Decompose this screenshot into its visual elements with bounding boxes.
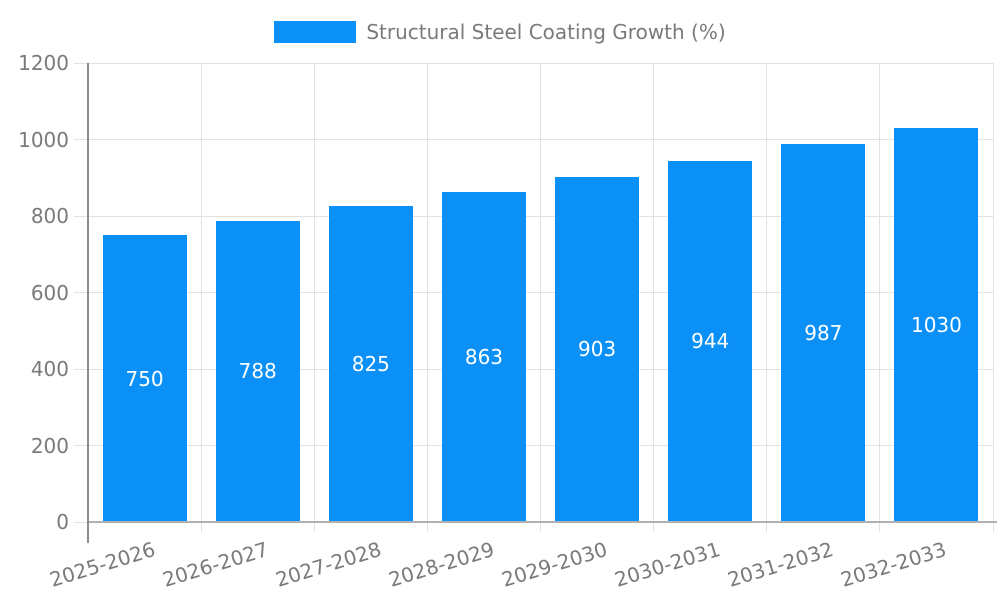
- y-axis-label: 1200: [18, 51, 69, 75]
- y-gridline: [74, 521, 88, 523]
- y-gridline: [74, 215, 993, 217]
- legend-label: Structural Steel Coating Growth (%): [366, 20, 726, 44]
- y-axis-label: 600: [30, 280, 69, 305]
- bar[interactable]: [555, 176, 640, 522]
- bar-value-label: 903: [577, 337, 617, 362]
- bar-value-label: 987: [804, 321, 843, 346]
- y-axis-label: 200: [30, 433, 69, 458]
- x-axis-label: 2028-2029: [385, 537, 497, 592]
- y-gridline: [74, 139, 993, 140]
- y-axis-label: 400: [30, 357, 69, 381]
- bar[interactable]: [102, 235, 187, 522]
- x-gridline: [766, 63, 768, 532]
- x-gridline: [200, 63, 202, 532]
- x-axis-label: 2029-2030: [498, 537, 611, 592]
- bar-value-label: 944: [691, 329, 730, 354]
- bar[interactable]: [894, 128, 979, 522]
- x-gridline: [426, 63, 428, 532]
- x-axis-line: [87, 521, 997, 523]
- bar[interactable]: [441, 191, 526, 522]
- bar[interactable]: [215, 220, 300, 522]
- y-axis-line: [87, 63, 89, 543]
- x-gridline: [992, 63, 994, 532]
- bar[interactable]: [328, 206, 413, 522]
- bar-value-label: 863: [464, 344, 504, 369]
- y-axis-label: 0: [56, 510, 69, 534]
- y-gridline: [74, 62, 993, 64]
- y-gridline: [74, 292, 993, 293]
- y-axis-label: 1000: [18, 127, 69, 152]
- x-gridline: [879, 63, 881, 532]
- x-axis-label: 2030-2031: [611, 537, 724, 592]
- x-gridline: [313, 63, 315, 532]
- x-axis-label: 2031-2032: [725, 537, 837, 592]
- x-gridline: [540, 63, 541, 532]
- x-axis-label: 2027-2028: [272, 537, 384, 592]
- x-axis-label: 2032-2033: [838, 537, 950, 592]
- bar-value-label: 750: [125, 366, 164, 391]
- x-axis-label: 2025-2026: [46, 537, 158, 592]
- legend[interactable]: Structural Steel Coating Growth (%): [0, 20, 1000, 44]
- bar[interactable]: [668, 160, 753, 522]
- x-axis-label: 2026-2027: [159, 537, 271, 592]
- y-axis-label: 800: [30, 204, 69, 228]
- y-gridline: [74, 445, 993, 446]
- x-gridline: [653, 63, 655, 532]
- bar[interactable]: [781, 144, 866, 522]
- bar-value-label: 788: [238, 359, 277, 384]
- legend-swatch: [274, 21, 357, 43]
- y-gridline: [74, 368, 993, 370]
- bar-value-label: 825: [351, 352, 390, 377]
- bar-value-label: 1030: [910, 313, 962, 337]
